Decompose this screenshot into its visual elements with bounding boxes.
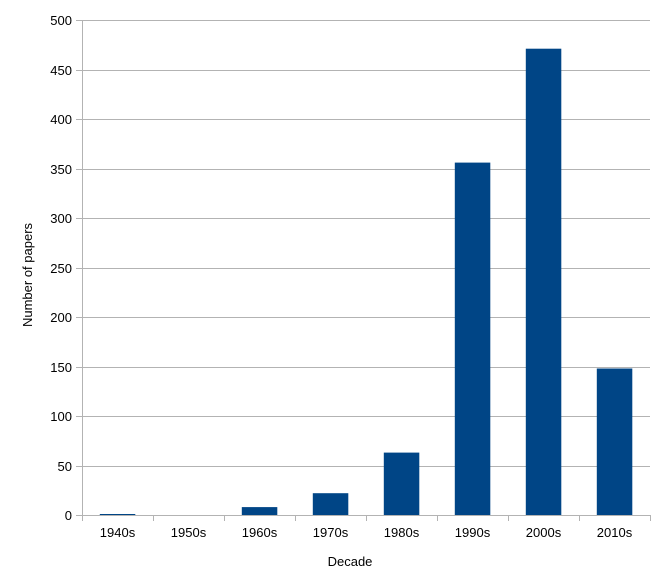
y-tick-label: 100 bbox=[50, 409, 72, 424]
x-tick-label: 1950s bbox=[171, 525, 207, 540]
y-tick-label: 300 bbox=[50, 211, 72, 226]
y-tick-label: 250 bbox=[50, 261, 72, 276]
y-tick-label: 200 bbox=[50, 310, 72, 325]
bars bbox=[99, 48, 633, 515]
x-tick-label: 2010s bbox=[597, 525, 633, 540]
bar-2010s bbox=[596, 368, 633, 515]
bar-1980s bbox=[383, 452, 420, 515]
x-tick-label: 1970s bbox=[313, 525, 349, 540]
y-tick-label: 150 bbox=[50, 360, 72, 375]
y-axis-ticks: 0 50 100 150 200 250 300 350 400 450 500 bbox=[50, 13, 72, 523]
y-tick-label: 0 bbox=[65, 508, 72, 523]
x-tick-label: 1940s bbox=[100, 525, 136, 540]
x-tick-label: 1990s bbox=[455, 525, 491, 540]
gridlines bbox=[76, 20, 650, 521]
x-tick-label: 1960s bbox=[242, 525, 278, 540]
x-axis-title: Decade bbox=[328, 554, 373, 569]
y-tick-label: 50 bbox=[58, 459, 72, 474]
y-tick-label: 400 bbox=[50, 112, 72, 127]
x-axis: 1940s 1950s 1960s 1970s 1980s 1990s 2000s 2010s bbox=[100, 515, 651, 540]
bar-1970s bbox=[312, 493, 349, 515]
bar-1990s bbox=[454, 162, 491, 515]
y-tick-label: 450 bbox=[50, 63, 72, 78]
bar-1960s bbox=[241, 507, 278, 515]
y-tick-label: 350 bbox=[50, 162, 72, 177]
y-tick-label: 500 bbox=[50, 13, 72, 28]
x-tick-label: 1980s bbox=[384, 525, 420, 540]
bar-2000s bbox=[525, 48, 562, 515]
x-tick-label: 2000s bbox=[526, 525, 562, 540]
y-axis-title: Number of papers bbox=[20, 222, 35, 327]
bar-1940s bbox=[99, 514, 136, 515]
